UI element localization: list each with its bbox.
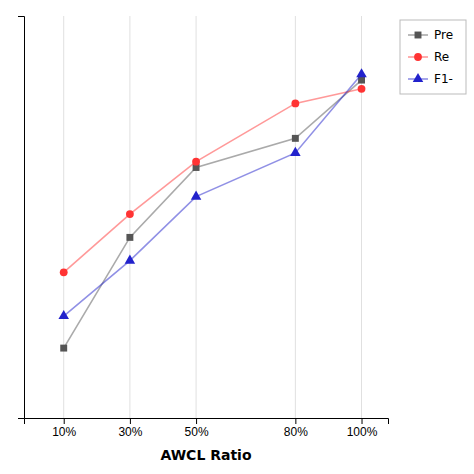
plot: 10% 30% 50% 80% 100% AWCL Ratio: [18, 16, 389, 463]
series-marker: [126, 234, 133, 241]
legend-item: Re: [408, 50, 449, 64]
legend-item: F1-: [408, 72, 453, 86]
series-marker: [126, 210, 134, 218]
legend-swatch: [415, 32, 422, 39]
grid: [64, 16, 362, 418]
x-tick-mark: [64, 418, 65, 424]
x-tick: 100%: [347, 418, 378, 439]
series-line: [64, 89, 362, 273]
x-tick-label: 80%: [284, 425, 308, 439]
x-tick: 50%: [185, 418, 209, 439]
grid-line: [63, 16, 64, 418]
y-axis-line: [18, 17, 25, 419]
x-tick-label: 100%: [347, 425, 378, 439]
x-tick: 80%: [284, 418, 308, 439]
x-tick-label: 50%: [185, 425, 209, 439]
series-marker: [58, 310, 69, 319]
series-marker: [290, 147, 301, 156]
x-tick: 10%: [52, 418, 76, 439]
x-axis-line: [25, 419, 389, 425]
x-tick-mark: [130, 418, 131, 424]
x-tick-mark: [362, 418, 363, 424]
legend-item: Pre: [408, 28, 453, 42]
series-marker: [191, 191, 202, 200]
x-tick-label: 10%: [52, 425, 76, 439]
series-marker: [125, 255, 136, 264]
series-marker: [291, 99, 299, 107]
legend-swatch: [413, 73, 424, 82]
series-marker: [60, 268, 68, 276]
series-marker: [356, 68, 367, 77]
series-marker: [60, 345, 67, 352]
chart: 10% 30% 50% 80% 100% AWCL Ratio Pre Re F1-: [0, 0, 474, 474]
series-marker: [292, 135, 299, 142]
series-line: [64, 74, 362, 316]
series-marker: [358, 85, 366, 93]
grid-line: [196, 16, 197, 418]
x-tick-label: 30%: [118, 425, 142, 439]
legend-label: F1-: [434, 72, 453, 86]
series: [60, 77, 365, 352]
legend-swatch: [414, 53, 422, 61]
series: [60, 85, 366, 276]
x-axis: 10% 30% 50% 80% 100%: [25, 418, 389, 439]
legend-label: Re: [434, 50, 449, 64]
grid-line: [295, 16, 296, 418]
x-tick-mark: [295, 418, 296, 424]
series-marker: [192, 158, 200, 166]
marks: [58, 68, 366, 351]
x-axis-title: AWCL Ratio: [160, 447, 251, 463]
legend: Pre Re F1-: [400, 20, 466, 94]
legend-frame: [400, 20, 466, 94]
series-line: [64, 80, 362, 348]
y-axis: [18, 17, 25, 419]
legend-label: Pre: [434, 28, 453, 42]
series: [58, 68, 366, 319]
x-tick-mark: [196, 418, 197, 424]
x-tick: 30%: [118, 418, 142, 439]
